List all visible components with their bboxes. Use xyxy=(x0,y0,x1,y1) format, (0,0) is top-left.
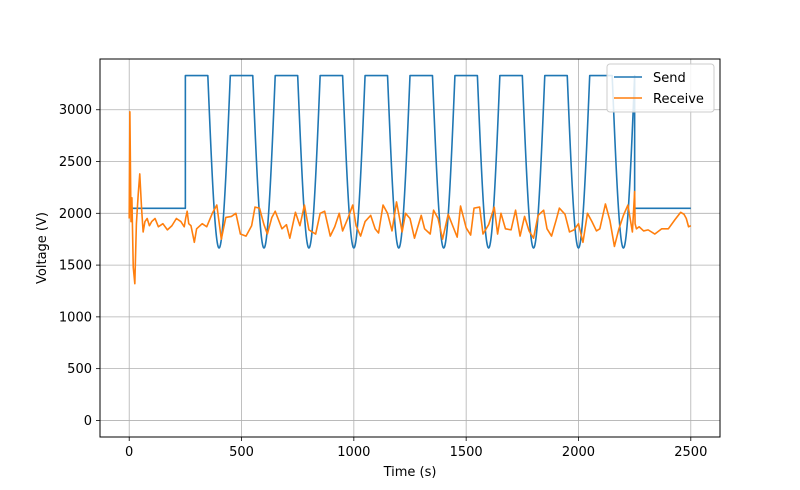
y-tick-label: 1000 xyxy=(59,310,92,325)
y-tick-label: 0 xyxy=(84,414,92,429)
axis-ticks: 0 500 1000 1500 2000 2500 0 500 1000 1500 2000 2500… xyxy=(59,103,707,460)
x-axis-label: Time (s) xyxy=(383,465,437,480)
x-tick-label: 1000 xyxy=(337,445,370,460)
x-tick-label: 2500 xyxy=(674,445,707,460)
axes-frame xyxy=(99,58,721,438)
series-receive-line xyxy=(128,111,692,285)
grid-lines xyxy=(100,59,720,437)
y-tick-label: 2000 xyxy=(59,207,92,222)
legend-box xyxy=(606,63,715,113)
series-send-line xyxy=(129,74,691,249)
legend-label: Send xyxy=(653,71,686,86)
x-tick-label: 1500 xyxy=(450,445,483,460)
legend: Send Receive xyxy=(606,63,715,113)
plot-series xyxy=(128,74,692,285)
y-tick-label: 2500 xyxy=(59,155,92,170)
x-tick-label: 2000 xyxy=(562,445,595,460)
y-tick-label: 500 xyxy=(67,362,92,377)
y-axis-label: Voltage (V) xyxy=(35,212,50,284)
x-tick-label: 500 xyxy=(229,445,254,460)
y-tick-label: 1500 xyxy=(59,259,92,274)
legend-label: Receive xyxy=(653,92,704,107)
y-tick-label: 3000 xyxy=(59,103,92,118)
x-tick-label: 0 xyxy=(125,445,133,460)
